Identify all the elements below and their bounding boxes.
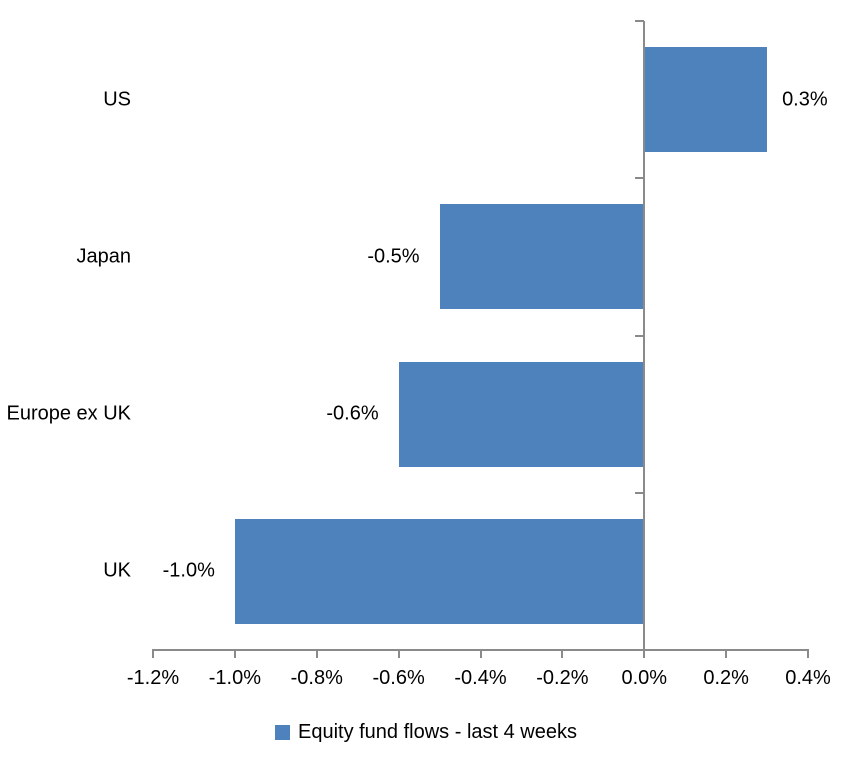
x-axis-tick-label: -1.0% — [208, 667, 261, 689]
x-axis-tick — [807, 650, 809, 658]
x-axis-tick — [561, 650, 564, 658]
bar — [439, 204, 645, 310]
legend: Equity fund flows - last 4 weeks — [0, 721, 852, 744]
value-axis-zero-line — [643, 21, 646, 658]
legend-swatch — [274, 725, 290, 740]
category-label: UK — [103, 559, 131, 582]
x-axis-tick — [315, 650, 318, 658]
x-axis-tick — [397, 650, 400, 658]
category-tick — [635, 20, 645, 22]
bar — [644, 47, 768, 153]
bar — [398, 361, 645, 467]
data-label: -0.5% — [367, 245, 420, 268]
x-axis-tick — [233, 650, 236, 658]
legend-label: Equity fund flows - last 4 weeks — [297, 721, 577, 743]
category-label: US — [103, 88, 131, 111]
x-axis-tick-label: -0.6% — [372, 667, 425, 689]
category-tick — [635, 334, 645, 337]
x-axis-tick — [725, 650, 728, 658]
data-label: 0.3% — [782, 88, 828, 111]
x-axis-tick-label: -0.2% — [536, 667, 589, 689]
category-label: Japan — [76, 245, 132, 268]
category-label: Europe ex UK — [6, 402, 131, 425]
x-axis-tick-label: -1.2% — [126, 667, 180, 689]
category-tick — [635, 177, 645, 180]
x-axis-tick — [479, 650, 482, 658]
x-axis-tick-label: -0.8% — [290, 667, 343, 689]
data-label: -1.0% — [162, 559, 215, 582]
x-axis-tick-label: 0.4% — [785, 667, 831, 689]
category-tick — [635, 491, 645, 494]
x-axis-tick-label: -0.4% — [454, 667, 507, 689]
x-axis-tick-label: 0.2% — [703, 667, 749, 689]
x-axis-tick-label: 0.0% — [621, 667, 668, 689]
data-label: -0.6% — [326, 402, 379, 425]
x-axis-tick — [152, 650, 154, 658]
bar — [234, 518, 645, 624]
